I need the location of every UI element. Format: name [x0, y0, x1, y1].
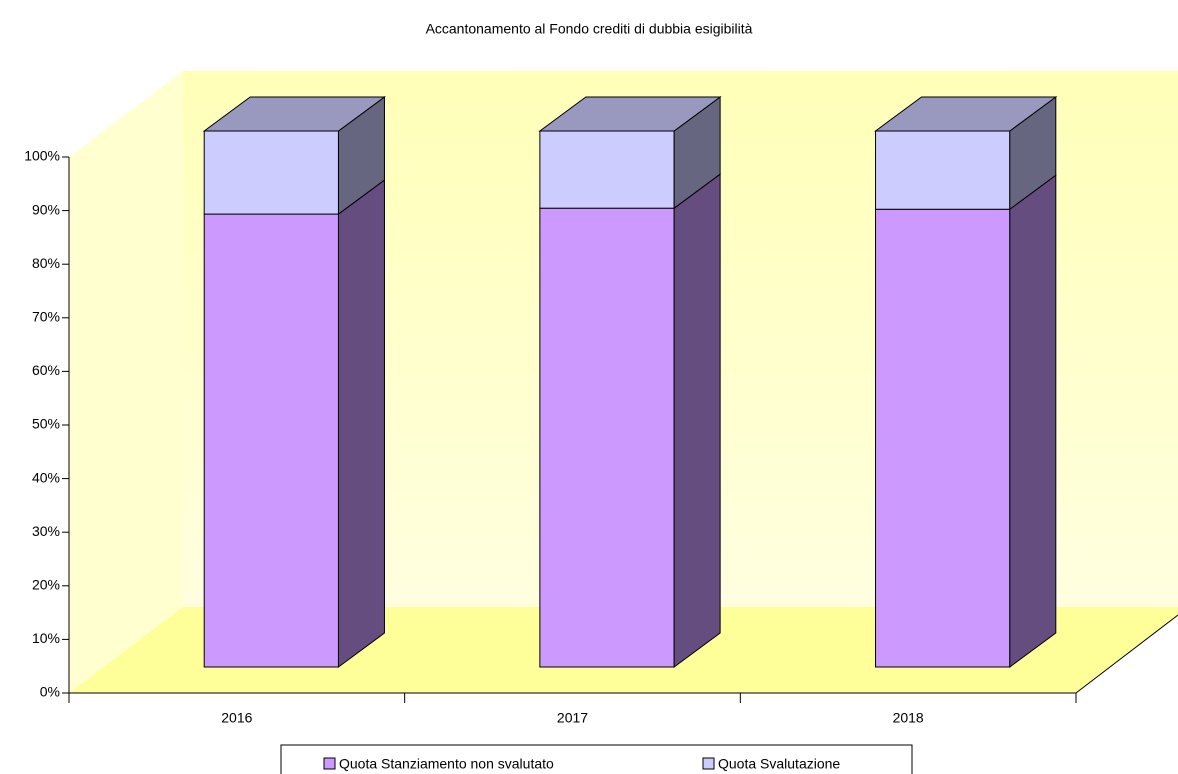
- y-tick-label: 50%: [32, 416, 60, 432]
- legend-label: Quota Stanziamento non svalutato: [339, 756, 554, 772]
- y-tick-label: 60%: [32, 362, 60, 378]
- bar-segment: [875, 130, 1011, 210]
- bar-top: [202, 96, 386, 132]
- bar-segment: [203, 213, 339, 668]
- x-tick-label: 2017: [557, 710, 588, 726]
- x-tick-label: 2016: [221, 710, 252, 726]
- y-tick-label: 20%: [32, 577, 60, 593]
- legend-swatch: [323, 757, 336, 770]
- y-tick-label: 30%: [32, 523, 60, 539]
- bar-side: [337, 179, 385, 668]
- y-tick-label: 70%: [32, 309, 60, 325]
- y-tick-label: 100%: [24, 148, 60, 164]
- floor-edge: [1075, 614, 1178, 694]
- legend-label: Quota Svalutazione: [718, 756, 840, 772]
- chart-title: Accantonamento al Fondo crediti di dubbi…: [426, 21, 753, 37]
- side-wall: [69, 71, 183, 693]
- bar-segment: [203, 130, 339, 215]
- bar-side: [1009, 174, 1057, 668]
- bar-top: [874, 96, 1058, 132]
- bar-segment: [539, 130, 675, 209]
- legend-swatch: [702, 757, 715, 770]
- bar-side: [673, 173, 721, 668]
- y-tick-label: 90%: [32, 201, 60, 217]
- y-tick-label: 80%: [32, 255, 60, 271]
- y-tick-label: 0%: [40, 684, 60, 700]
- bar-segment: [875, 208, 1011, 668]
- bar-segment: [539, 207, 675, 668]
- y-tick-label: 10%: [32, 630, 60, 646]
- bar-top: [538, 96, 722, 132]
- legend: [280, 744, 913, 774]
- y-tick-label: 40%: [32, 469, 60, 485]
- x-tick-label: 2018: [893, 710, 924, 726]
